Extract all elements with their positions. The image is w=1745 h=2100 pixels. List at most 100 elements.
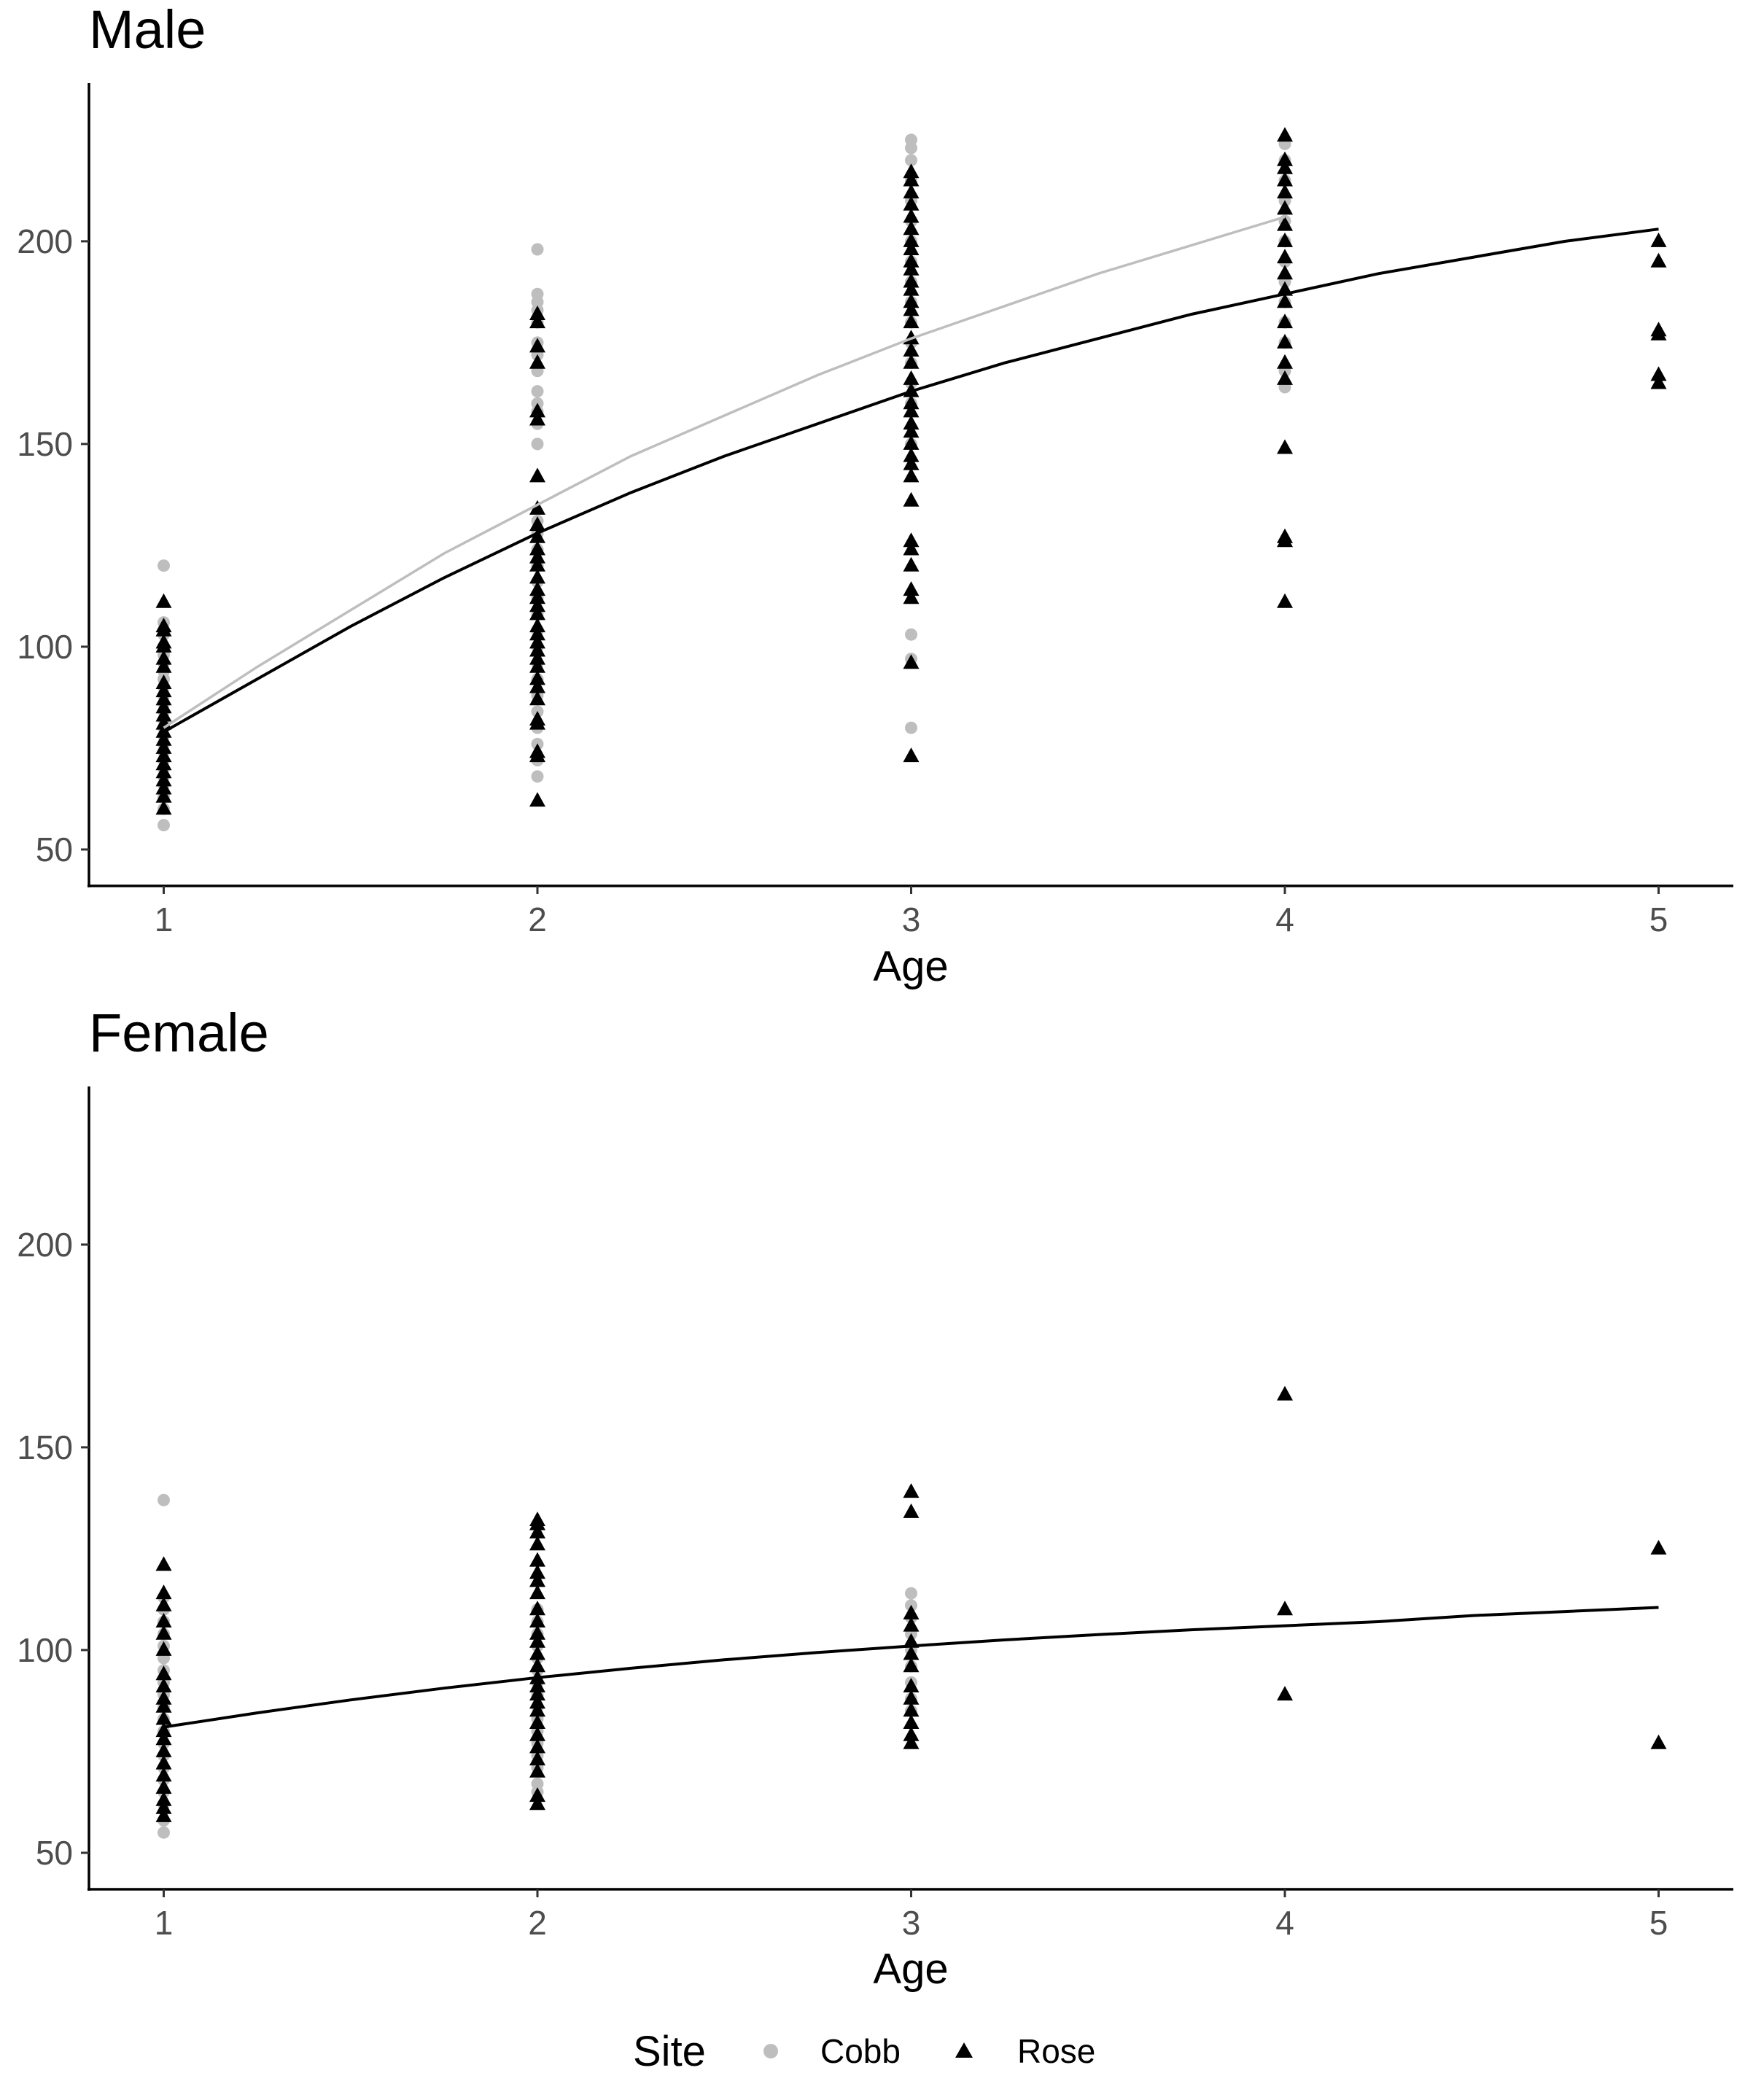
rose-point xyxy=(1277,370,1293,385)
rose-point xyxy=(155,1625,172,1640)
rose-point xyxy=(903,273,920,288)
rose-point xyxy=(903,491,920,507)
rose-point xyxy=(155,731,172,746)
rose-point xyxy=(1277,333,1293,349)
cobb-fit-line xyxy=(163,215,1286,729)
rose-point xyxy=(903,1633,920,1648)
rose-point xyxy=(903,1604,920,1619)
x-tick-label: 1 xyxy=(155,901,174,938)
rose-point xyxy=(155,1767,172,1782)
rose-point xyxy=(155,747,172,763)
rose-point xyxy=(155,1613,172,1628)
rose-point xyxy=(529,1633,545,1648)
rose-point xyxy=(155,800,172,815)
cobb-point xyxy=(158,559,170,572)
rose-point xyxy=(903,1645,920,1660)
rose-point xyxy=(1277,528,1293,543)
rose-point xyxy=(903,1617,920,1632)
rose-point xyxy=(903,342,920,357)
rose-point xyxy=(903,171,920,187)
cobb-point xyxy=(905,154,917,167)
rose-point xyxy=(155,1678,172,1692)
rose-point xyxy=(903,281,920,296)
rose-point xyxy=(1277,293,1293,308)
rose-point xyxy=(903,252,920,268)
rose-point xyxy=(903,354,920,369)
cobb-point xyxy=(531,287,544,300)
rose-point xyxy=(1650,374,1667,389)
rose-fit-line xyxy=(163,228,1659,734)
rose-point xyxy=(529,1726,545,1741)
rose-point xyxy=(1650,366,1667,381)
rose-point xyxy=(155,755,172,771)
rose-point xyxy=(1277,1385,1293,1401)
rose-point xyxy=(529,589,545,604)
rose-point xyxy=(529,1601,545,1616)
rose-point xyxy=(529,499,545,515)
rose-point xyxy=(903,415,920,430)
rose-point xyxy=(155,650,172,665)
rose-point xyxy=(903,435,920,450)
rose-point xyxy=(529,605,545,621)
rose-point xyxy=(529,1564,545,1579)
x-tick-label: 3 xyxy=(902,901,921,938)
rose-point xyxy=(155,763,172,779)
rose-point xyxy=(155,1698,172,1713)
rose-point xyxy=(529,338,545,353)
rose-point xyxy=(1650,1734,1667,1749)
rose-point xyxy=(155,1710,172,1725)
y-tick-label: 50 xyxy=(36,831,73,868)
rose-point xyxy=(155,739,172,754)
rose-point xyxy=(903,232,920,247)
x-tick-label: 4 xyxy=(1275,901,1294,938)
x-axis-title-male: Age xyxy=(873,943,948,990)
rose-point xyxy=(903,540,920,556)
rose-point xyxy=(1277,314,1293,329)
rose-point xyxy=(529,1625,545,1640)
rose-point xyxy=(529,1552,545,1567)
rose-point xyxy=(1277,265,1293,280)
legend-label-rose: Rose xyxy=(1017,2032,1095,2070)
female-panel: Female 50 100 150 200 1 2 3 4 5 Age xyxy=(17,1003,1733,1993)
rose-point xyxy=(903,654,920,669)
female-ticks: 50 100 150 200 1 2 3 4 5 xyxy=(17,1226,1668,1942)
y-tick-label: 100 xyxy=(17,1631,73,1669)
rose-point xyxy=(903,208,920,223)
rose-point xyxy=(155,1689,172,1705)
rose-point xyxy=(903,241,920,255)
rose-point xyxy=(903,370,920,385)
rose-point xyxy=(529,626,545,641)
rose-point xyxy=(903,220,920,236)
rose-point xyxy=(1277,184,1293,199)
rose-point xyxy=(155,707,172,722)
rose-point xyxy=(529,634,545,649)
female-fit-lines xyxy=(163,1606,1659,1729)
rose-point xyxy=(529,1678,545,1692)
rose-point xyxy=(1277,1686,1293,1701)
rose-point xyxy=(1277,151,1293,166)
rose-point xyxy=(529,1787,545,1802)
rose-point xyxy=(529,1512,545,1526)
rose-point xyxy=(529,540,545,556)
rose-point xyxy=(1277,593,1293,608)
rose-point xyxy=(903,1714,920,1729)
rose-point xyxy=(155,618,172,633)
rose-point xyxy=(529,650,545,665)
rose-point xyxy=(155,1596,172,1611)
rose-point xyxy=(903,581,920,596)
rose-point xyxy=(903,260,920,276)
rose-point xyxy=(155,779,172,795)
rose-point xyxy=(903,589,920,604)
cobb-point xyxy=(905,1587,917,1600)
cobb-point xyxy=(905,628,917,641)
cobb-point xyxy=(531,243,544,256)
panel-title-female: Female xyxy=(89,1003,269,1063)
rose-point xyxy=(903,293,920,308)
y-tick-label: 100 xyxy=(17,628,73,666)
rose-point xyxy=(903,394,920,410)
male-ticks: 50 100 150 200 1 2 3 4 5 xyxy=(17,222,1668,938)
rose-point xyxy=(529,467,545,483)
rose-point xyxy=(155,1665,172,1681)
rose-point xyxy=(1277,1601,1293,1616)
rose-point xyxy=(529,314,545,329)
